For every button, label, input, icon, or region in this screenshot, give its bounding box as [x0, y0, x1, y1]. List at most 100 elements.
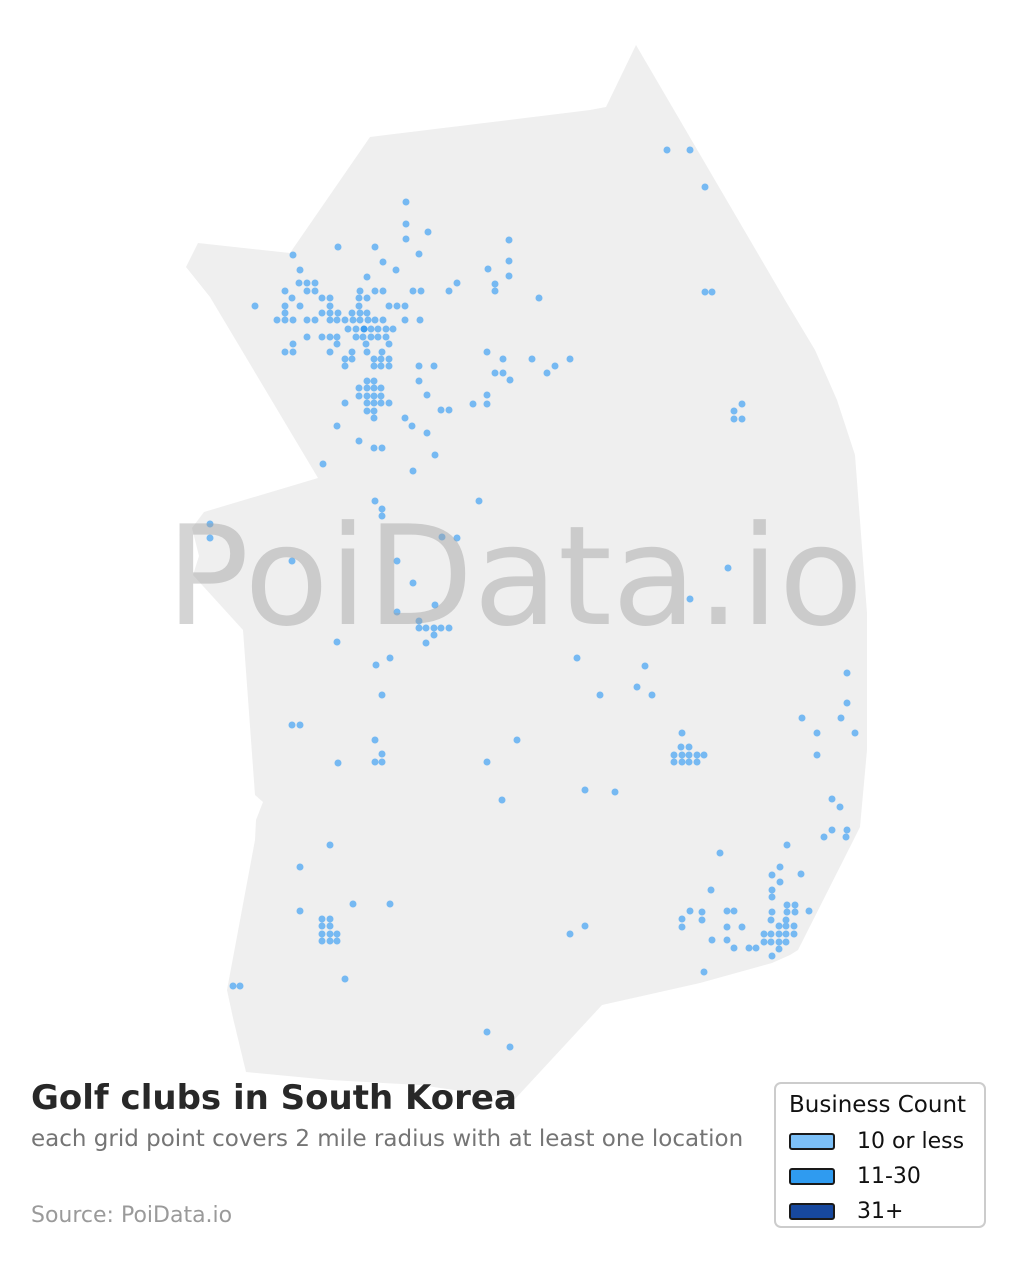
map-dot [355, 392, 363, 400]
map-dot [371, 316, 379, 324]
map-dot [678, 758, 686, 766]
map-dot [385, 362, 393, 370]
map-dot [281, 316, 289, 324]
map-dot [820, 833, 828, 841]
map-dot [505, 257, 513, 265]
map-dot [843, 669, 851, 677]
map-dot [745, 944, 753, 952]
map-dot [374, 333, 382, 341]
map-dot [409, 287, 417, 295]
map-dot [379, 258, 387, 266]
map-dot [288, 294, 296, 302]
map-dot [296, 266, 304, 274]
map-dot [341, 362, 349, 370]
map-dot [326, 309, 334, 317]
map-dot [370, 355, 378, 363]
map-dot [499, 355, 507, 363]
map-dot [760, 938, 768, 946]
map-dot [828, 795, 836, 803]
map-dot [693, 758, 701, 766]
map-dot [768, 893, 776, 901]
map-dot [363, 384, 371, 392]
map-dot [723, 907, 731, 915]
map-dot [768, 952, 776, 960]
map-dot [417, 287, 425, 295]
map-dot [341, 355, 349, 363]
map-dot [367, 333, 375, 341]
map-dot [295, 279, 303, 287]
map-dot [791, 908, 799, 916]
map-dot [401, 316, 409, 324]
map-dot [296, 907, 304, 915]
map-dot [491, 280, 499, 288]
map-dot [355, 294, 363, 302]
map-dot [408, 422, 416, 430]
map-dot [843, 826, 851, 834]
map-dot [334, 243, 342, 251]
map-dot [506, 1043, 514, 1051]
map-dot [355, 437, 363, 445]
map-dot [701, 183, 709, 191]
map-dot [424, 228, 432, 236]
map-dot [708, 936, 716, 944]
map-dot [363, 399, 371, 407]
map-dot [318, 922, 326, 930]
map-dot [730, 415, 738, 423]
map-dot [724, 564, 732, 572]
map-dot [362, 340, 370, 348]
map-dot [370, 362, 378, 370]
map-dot [686, 146, 694, 154]
map-dot [326, 915, 334, 923]
map-dot [415, 617, 423, 625]
map-dot [303, 333, 311, 341]
map-dot [767, 916, 775, 924]
map-dot [273, 316, 281, 324]
map-dot [685, 751, 693, 759]
map-dot [573, 654, 581, 662]
map-dot [378, 348, 386, 356]
map-dot [783, 841, 791, 849]
map-dot [415, 624, 423, 632]
map-dot [393, 302, 401, 310]
map-dot [776, 863, 784, 871]
map-dot [775, 930, 783, 938]
map-dot [326, 333, 334, 341]
map-dot [693, 751, 701, 759]
map-dot [370, 377, 378, 385]
map-dot [438, 533, 446, 541]
map-dot [483, 758, 491, 766]
map-dot [356, 316, 364, 324]
map-dot [348, 355, 356, 363]
map-dot [378, 750, 386, 758]
map-dot [348, 309, 356, 317]
map-dot [379, 316, 387, 324]
legend-title: Business Count [789, 1092, 967, 1118]
map-dot [326, 930, 334, 938]
map-dot [738, 923, 746, 931]
map-dot [326, 937, 334, 945]
map-dot [363, 273, 371, 281]
map-dot [596, 691, 604, 699]
map-dot [281, 348, 289, 356]
map-dot [341, 975, 349, 983]
map-dot [392, 266, 400, 274]
map-dot [415, 377, 423, 385]
map-dot [356, 309, 364, 317]
map-dot [738, 415, 746, 423]
map-dot [670, 758, 678, 766]
map-dot [686, 907, 694, 915]
map-dot [775, 938, 783, 946]
map-dot [566, 930, 574, 938]
map-dot [677, 743, 685, 751]
map-dot [581, 922, 589, 930]
map-dot [360, 325, 368, 333]
map-dot [782, 916, 790, 924]
map-dot [326, 841, 334, 849]
map-dot [402, 235, 410, 243]
map-dot [491, 287, 499, 295]
map-dot [760, 930, 768, 938]
map-dot [378, 444, 386, 452]
map-dot [423, 391, 431, 399]
map-dot [326, 316, 334, 324]
map-dot [348, 348, 356, 356]
